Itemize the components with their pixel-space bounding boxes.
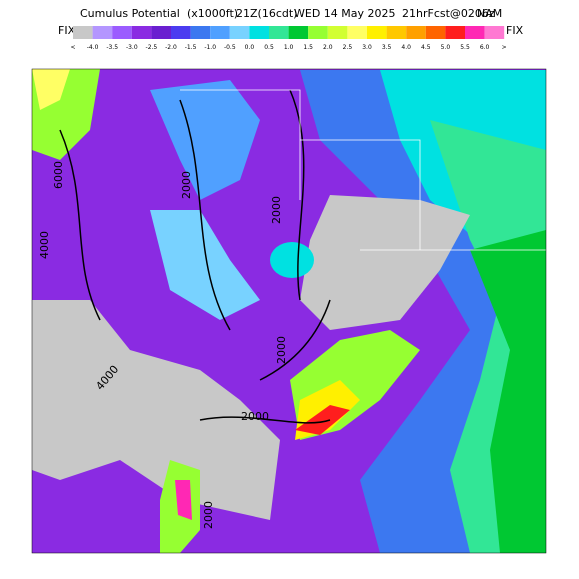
- title-part: WED 14 May 2025: [294, 7, 396, 20]
- contour-label: 2000: [270, 196, 283, 224]
- colorbar-swatch: [269, 26, 289, 39]
- title-part: (x1000ft): [187, 7, 238, 20]
- colorbar-label: <: [70, 44, 75, 51]
- contour-label: 4000: [38, 231, 51, 259]
- colorbar-swatch: [249, 26, 269, 39]
- colorbar-swatch: [308, 26, 328, 39]
- fix-right: FIX: [506, 24, 524, 37]
- colorbar-swatch: [131, 26, 152, 39]
- colorbar-swatch: [288, 26, 309, 39]
- header: Cumulus Potential (x1000ft)21Z(16cdt)WED …: [80, 7, 502, 20]
- colorbar-label: 5.0: [441, 44, 451, 51]
- colorbar: < -4.0 -3.5 -3.0 -2.5 -2.0 -1.5 -1.0 -0.5 0.0 0.5 1…: [70, 26, 507, 51]
- colorbar-swatch: [73, 26, 93, 39]
- colorbar-label: 4.0: [401, 44, 411, 51]
- title-part: 21hrFcst@0206z: [402, 7, 495, 20]
- colorbar-swatch: [327, 26, 348, 39]
- colorbar-label: 2.5: [343, 44, 353, 51]
- colorbar-label: -2.5: [146, 44, 158, 51]
- colorbar-label: -1.5: [185, 44, 197, 51]
- title-part: NAM: [477, 7, 502, 20]
- colorbar-swatch: [367, 26, 387, 39]
- colorbar-label: -4.0: [87, 44, 99, 51]
- contour-label: 2000: [241, 410, 269, 423]
- colorbar-label: 6.0: [480, 44, 490, 51]
- colorbar-label: 2.0: [323, 44, 333, 51]
- colorbar-swatch: [229, 26, 250, 39]
- fix-left: FIX: [58, 24, 76, 37]
- colorbar-label: -0.5: [224, 44, 236, 51]
- colorbar-label: -2.0: [165, 44, 177, 51]
- colorbar-swatch: [210, 26, 230, 39]
- colorbar-swatch: [386, 26, 407, 39]
- colorbar-label: 3.5: [382, 44, 392, 51]
- colorbar-swatch: [112, 26, 132, 39]
- colorbar-swatch: [347, 26, 367, 39]
- colorbar-label: 0.5: [264, 44, 274, 51]
- map: [31, 68, 547, 554]
- contour-label: 2000: [275, 336, 288, 364]
- title-part: Cumulus Potential: [80, 7, 180, 20]
- colorbar-label: >: [502, 44, 507, 51]
- title-part: 21Z(16cdt): [236, 7, 297, 20]
- colorbar-swatch: [92, 26, 113, 39]
- colorbar-swatch: [406, 26, 426, 39]
- colorbar-swatch: [445, 26, 465, 39]
- colorbar-label: 0.0: [245, 44, 255, 51]
- colorbar-swatch: [190, 26, 211, 39]
- colorbar-label: -3.5: [106, 44, 118, 51]
- colorbar-label: 3.0: [362, 44, 372, 51]
- colorbar-label: -1.0: [204, 44, 216, 51]
- colorbar-swatch: [151, 26, 171, 39]
- contour-label: 6000: [52, 161, 65, 189]
- contour-label: 2000: [180, 171, 193, 199]
- contour-label: 2000: [202, 501, 215, 529]
- colorbar-swatch: [465, 26, 485, 39]
- colorbar-swatch: [425, 26, 446, 39]
- colorbar-swatch: [484, 26, 505, 39]
- colorbar-label: 1.0: [284, 44, 294, 51]
- colorbar-label: -3.0: [126, 44, 138, 51]
- colorbar-label: 1.5: [303, 44, 313, 51]
- colorbar-label: 5.5: [460, 44, 470, 51]
- colorbar-label: 4.5: [421, 44, 431, 51]
- colorbar-swatch: [171, 26, 191, 39]
